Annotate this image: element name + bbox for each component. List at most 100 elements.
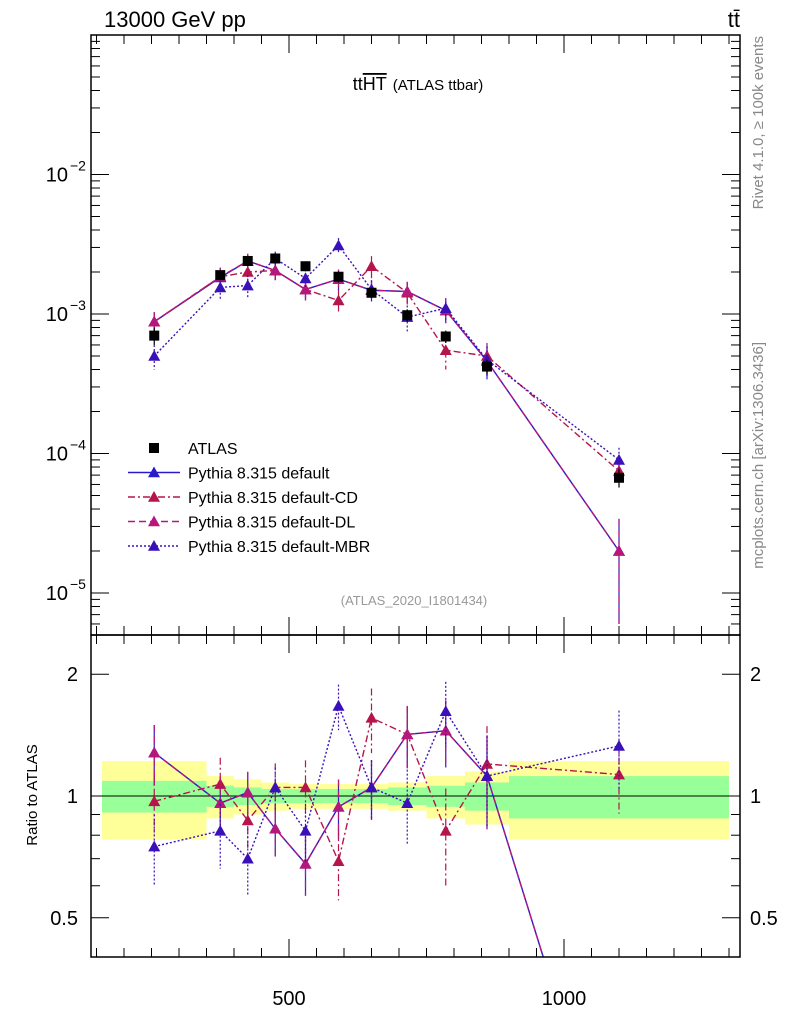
ratio-frame (90, 634, 741, 958)
series-line (153, 260, 620, 552)
data-marker (482, 361, 492, 372)
legend-marker (148, 491, 160, 502)
ratio-marker (269, 781, 282, 793)
ratio-marker (299, 824, 312, 836)
legend: ATLAS Pythia 8.315 default Pythia 8.315 de… (128, 441, 370, 556)
series-marker (613, 545, 625, 556)
series-line (153, 260, 620, 552)
ratio-ylabel: Ratio to ATLAS (24, 744, 41, 845)
ratio-marker (365, 711, 378, 723)
ratio-marker (439, 824, 452, 836)
ratio-ticklabel-right: 2 (750, 664, 761, 686)
series-marker (299, 283, 312, 295)
band-inner (509, 776, 729, 819)
series-marker (332, 239, 345, 251)
svg-text:ttHT(ATLAS ttbar): ttHT (ATLAS ttbar) (353, 74, 484, 94)
ratio-marker (613, 768, 625, 780)
ratio-ticklabel-right: 1 (750, 786, 761, 808)
title-sub: (ATLAS ttbar) (393, 77, 484, 94)
ratio-marker (365, 781, 378, 793)
series-marker (299, 272, 312, 284)
site-label: mcplots.cern.ch [arXiv:1306.3436] (750, 342, 767, 569)
series-marker (613, 453, 625, 465)
data-marker (440, 331, 451, 342)
ratio-marker (401, 797, 414, 808)
data-marker (149, 330, 160, 341)
data-marker (333, 271, 344, 282)
legend-data-label: ATLAS (188, 441, 238, 458)
ratio-ticklabel: 1 (67, 786, 78, 808)
ratio-marker (241, 852, 254, 864)
series-marker (439, 302, 452, 314)
data-marker (242, 255, 253, 266)
series-marker (332, 294, 345, 306)
ratio-marker (241, 786, 254, 798)
y-ticklabel: 10 (46, 165, 68, 187)
y-ticklabel-exp: −5 (70, 576, 86, 592)
y-ticklabel-exp: −2 (70, 158, 86, 174)
ratio-marker (148, 746, 161, 758)
series-marker (365, 260, 378, 272)
legend-data-marker (149, 443, 159, 453)
ratio-marker (481, 770, 493, 781)
ratio-marker (439, 705, 452, 717)
legend-label: Pythia 8.315 default (188, 466, 330, 483)
analysis-tag: (ATLAS_2020_I1801434) (341, 593, 487, 608)
main-series (148, 238, 625, 624)
ratio-marker (401, 728, 414, 740)
series-marker (148, 315, 161, 327)
chart-title: ttHT (ATLAS ttbar) (353, 74, 484, 94)
axes-ticks (91, 34, 740, 958)
ratio-ticklabel-right: 0.5 (750, 908, 778, 930)
ratio-marker (299, 857, 312, 869)
series-marker (241, 279, 254, 291)
legend-marker (148, 466, 160, 478)
data-marker (402, 310, 413, 321)
series-marker (148, 349, 161, 361)
series-marker (269, 264, 282, 276)
ratio-ticklabel: 2 (67, 664, 78, 686)
rivet-label: Rivet 4.1.0, ≥ 100k events (750, 36, 767, 209)
ratio-bands (102, 761, 729, 840)
data-marker (215, 270, 226, 281)
beam-label: 13000 GeV pp (104, 7, 246, 32)
ratio-marker (332, 800, 345, 812)
series-marker (214, 281, 227, 293)
ratio-marker (299, 781, 312, 793)
series-marker (401, 285, 414, 297)
data-marker (366, 287, 377, 298)
legend-label: Pythia 8.315 default-MBR (188, 539, 370, 556)
ratio-marker (241, 814, 254, 826)
legend-label: Pythia 8.315 default-DL (188, 515, 355, 532)
title-overline: HT (363, 74, 387, 94)
legend-marker (148, 515, 160, 527)
ratio-marker (332, 855, 345, 866)
x-ticklabel: 500 (272, 988, 305, 1010)
y-ticklabel-exp: −3 (70, 297, 86, 313)
ratio-series (148, 681, 625, 958)
title-main: tt (353, 74, 363, 94)
ratio-marker (148, 840, 161, 852)
ratio-marker (148, 795, 161, 807)
ratio-marker (332, 699, 345, 711)
series-marker (439, 344, 452, 356)
y-ticklabel: 10 (46, 304, 68, 326)
y-ticklabel: 10 (46, 444, 68, 466)
legend-marker (148, 540, 160, 551)
ratio-marker (613, 739, 625, 751)
y-ticklabel: 10 (46, 583, 68, 605)
ratio-marker (214, 824, 227, 836)
ratio-marker (269, 822, 282, 834)
data-marker (270, 253, 281, 264)
ratio-marker (214, 797, 227, 808)
legend-label: Pythia 8.315 default-CD (188, 490, 358, 507)
x-ticklabel: 1000 (542, 988, 587, 1010)
process-label: tt̄ (728, 7, 740, 32)
data-marker (300, 261, 311, 272)
data-marker (614, 472, 624, 483)
series-marker (241, 266, 254, 277)
ratio-ticklabel: 0.5 (50, 908, 78, 930)
y-ticklabel-exp: −4 (70, 437, 86, 453)
